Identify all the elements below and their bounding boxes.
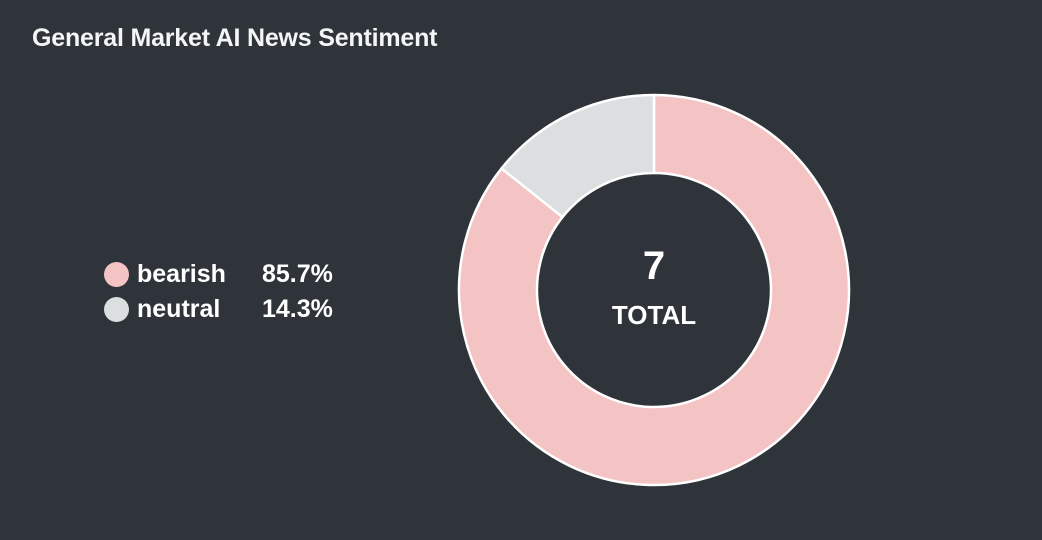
center-total-value: 7 <box>642 244 666 288</box>
donut-slice-bearish[interactable] <box>457 93 851 487</box>
chart-legend: bearish 85.7% neutral 14.3% <box>104 257 333 327</box>
donut-slice-neutral[interactable] <box>500 93 656 219</box>
legend-value-bearish: 85.7% <box>262 260 333 288</box>
legend-label-bearish: bearish <box>137 260 226 288</box>
legend-item-neutral: neutral 14.3% <box>104 292 333 327</box>
legend-label-neutral: neutral <box>137 295 221 323</box>
legend-swatch-bearish <box>104 262 129 287</box>
donut-svg <box>457 93 851 487</box>
donut-chart: 7 TOTAL <box>454 90 854 490</box>
legend-value-neutral: 14.3% <box>262 295 333 323</box>
chart-title: General Market AI News Sentiment <box>32 24 438 52</box>
center-total-label: TOTAL <box>611 300 697 330</box>
legend-item-bearish: bearish 85.7% <box>104 257 333 292</box>
legend-swatch-neutral <box>104 297 129 322</box>
